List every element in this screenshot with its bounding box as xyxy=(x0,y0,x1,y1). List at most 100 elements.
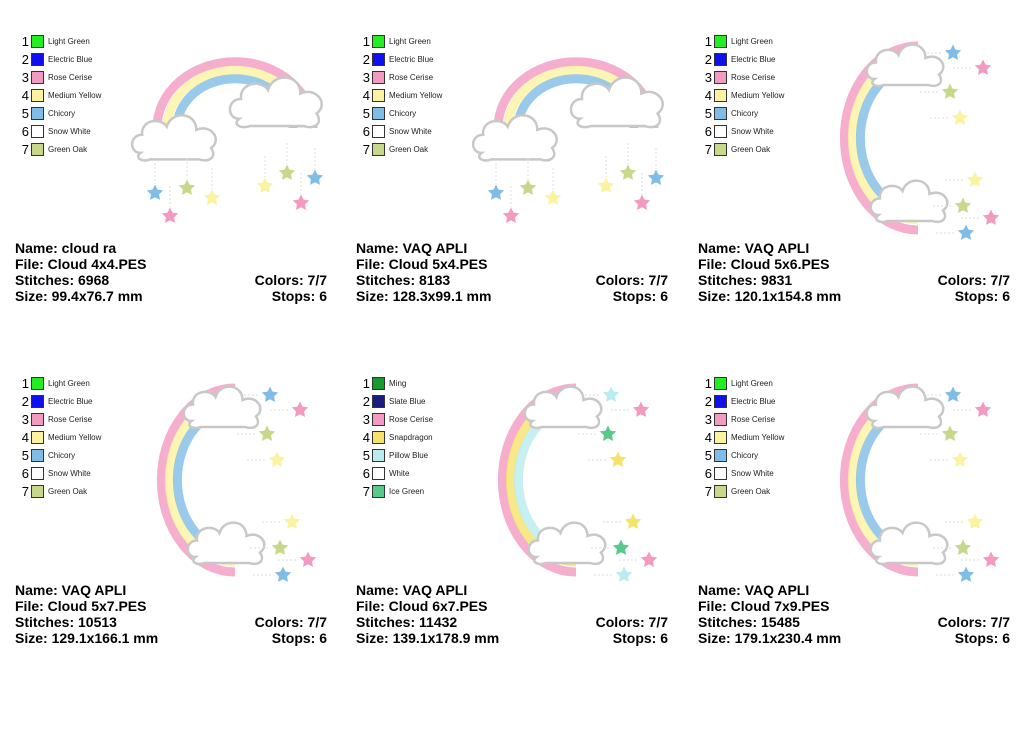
star-shape xyxy=(273,565,293,583)
star-shape xyxy=(501,206,521,224)
thread-legend: 1 Ming 2 Slate Blue 3 Rose Cerise 4 Snapdra… xyxy=(360,376,490,502)
legend-row: 7 Green Oak xyxy=(702,142,832,160)
star-shape xyxy=(518,178,538,196)
star-shape xyxy=(290,400,310,418)
color-swatch xyxy=(714,395,727,408)
color-count: Colors: 7/7 xyxy=(937,614,1010,630)
legend-row: 1 Light Green xyxy=(702,376,832,394)
color-swatch xyxy=(714,71,727,84)
legend-number: 7 xyxy=(362,142,370,157)
star-shape xyxy=(639,550,659,568)
design-size: Size: 120.1x154.8 mm xyxy=(698,288,842,304)
design-info: Name: VAQ APLI File: Cloud 5x4.PES Stitc… xyxy=(356,240,668,304)
thread-legend: 1 Light Green 2 Electric Blue 3 Rose Ceris… xyxy=(19,376,149,502)
legend-row: 2 Electric Blue xyxy=(702,394,832,412)
thread-name: Pillow Blue xyxy=(389,451,429,460)
color-swatch xyxy=(714,467,727,480)
color-swatch xyxy=(714,143,727,156)
legend-number: 3 xyxy=(21,412,29,427)
thread-name: Snapdragon xyxy=(389,433,433,442)
color-swatch xyxy=(372,35,385,48)
color-swatch xyxy=(372,431,385,444)
legend-number: 1 xyxy=(704,376,712,391)
legend-row: 2 Slate Blue xyxy=(360,394,490,412)
star-shape xyxy=(940,82,960,100)
legend-row: 7 Green Oak xyxy=(19,484,149,502)
star-shape xyxy=(950,108,970,126)
file-name: File: Cloud 4x4.PES xyxy=(15,256,147,272)
stitch-count: Stitches: 9831 xyxy=(698,272,793,288)
design-card: 1 Light Green 2 Electric Blue 3 Rose Ceris… xyxy=(15,8,333,328)
legend-row: 6 White xyxy=(360,466,490,484)
legend-number: 1 xyxy=(362,34,370,49)
legend-number: 5 xyxy=(21,448,29,463)
file-name: File: Cloud 6x7.PES xyxy=(356,598,488,614)
legend-row: 3 Rose Cerise xyxy=(360,70,490,88)
color-swatch xyxy=(714,53,727,66)
color-swatch xyxy=(31,125,44,138)
legend-row: 1 Ming xyxy=(360,376,490,394)
cloud-right xyxy=(569,76,664,129)
legend-number: 2 xyxy=(362,394,370,409)
legend-number: 1 xyxy=(704,34,712,49)
star-shape xyxy=(601,385,621,403)
legend-number: 3 xyxy=(704,412,712,427)
thread-legend: 1 Light Green 2 Electric Blue 3 Rose Ceris… xyxy=(19,34,149,160)
legend-row: 3 Rose Cerise xyxy=(702,412,832,430)
design-name: Name: VAQ APLI xyxy=(356,582,468,598)
design-info: Name: VAQ APLI File: Cloud 7x9.PES Stitc… xyxy=(698,582,1010,646)
color-swatch xyxy=(714,413,727,426)
star-shape xyxy=(270,538,290,556)
cloud-top xyxy=(865,385,945,430)
star-shape xyxy=(973,58,993,76)
legend-row: 3 Rose Cerise xyxy=(360,412,490,430)
color-swatch xyxy=(31,431,44,444)
legend-number: 5 xyxy=(362,448,370,463)
star-shape xyxy=(298,550,318,568)
thread-name: White xyxy=(389,469,410,478)
thread-name: Ming xyxy=(389,379,407,388)
thread-name: Electric Blue xyxy=(389,55,434,64)
legend-number: 3 xyxy=(704,70,712,85)
thread-name: Light Green xyxy=(48,37,90,46)
star-shape xyxy=(257,424,277,442)
color-swatch xyxy=(31,107,44,120)
embroidery-preview xyxy=(130,57,325,224)
legend-number: 1 xyxy=(21,376,29,391)
embroidery-preview xyxy=(839,383,1001,583)
legend-row: 2 Electric Blue xyxy=(19,52,149,70)
star-shape xyxy=(632,193,652,211)
star-shape xyxy=(608,450,628,468)
thread-name: Electric Blue xyxy=(48,55,93,64)
design-size: Size: 139.1x178.9 mm xyxy=(356,630,500,646)
star-shape xyxy=(618,163,638,181)
cloud-bottom xyxy=(869,521,949,566)
embroidery-preview xyxy=(839,41,1001,241)
legend-row: 4 Medium Yellow xyxy=(360,88,490,106)
legend-number: 2 xyxy=(21,52,29,67)
star-shape xyxy=(267,450,287,468)
color-count: Colors: 7/7 xyxy=(254,614,327,630)
thread-name: Snow White xyxy=(389,127,432,136)
cloud-top xyxy=(865,43,945,88)
thread-name: Rose Cerise xyxy=(731,73,776,82)
thread-legend: 1 Light Green 2 Electric Blue 3 Rose Ceris… xyxy=(360,34,490,160)
legend-row: 2 Electric Blue xyxy=(360,52,490,70)
legend-row: 1 Light Green xyxy=(19,376,149,394)
legend-row: 4 Medium Yellow xyxy=(702,88,832,106)
thread-name: Medium Yellow xyxy=(731,91,785,100)
legend-number: 6 xyxy=(704,466,712,481)
thread-name: Ice Green xyxy=(389,487,425,496)
legend-number: 2 xyxy=(704,394,712,409)
color-swatch xyxy=(714,377,727,390)
star-shape xyxy=(543,188,563,206)
legend-row: 4 Medium Yellow xyxy=(702,430,832,448)
color-swatch xyxy=(714,35,727,48)
star-shape xyxy=(282,512,302,530)
color-count: Colors: 7/7 xyxy=(937,272,1010,288)
thread-name: Rose Cerise xyxy=(389,415,434,424)
legend-number: 4 xyxy=(362,88,370,103)
color-swatch xyxy=(31,485,44,498)
thread-name: Chicory xyxy=(389,109,417,118)
legend-number: 1 xyxy=(362,376,370,391)
